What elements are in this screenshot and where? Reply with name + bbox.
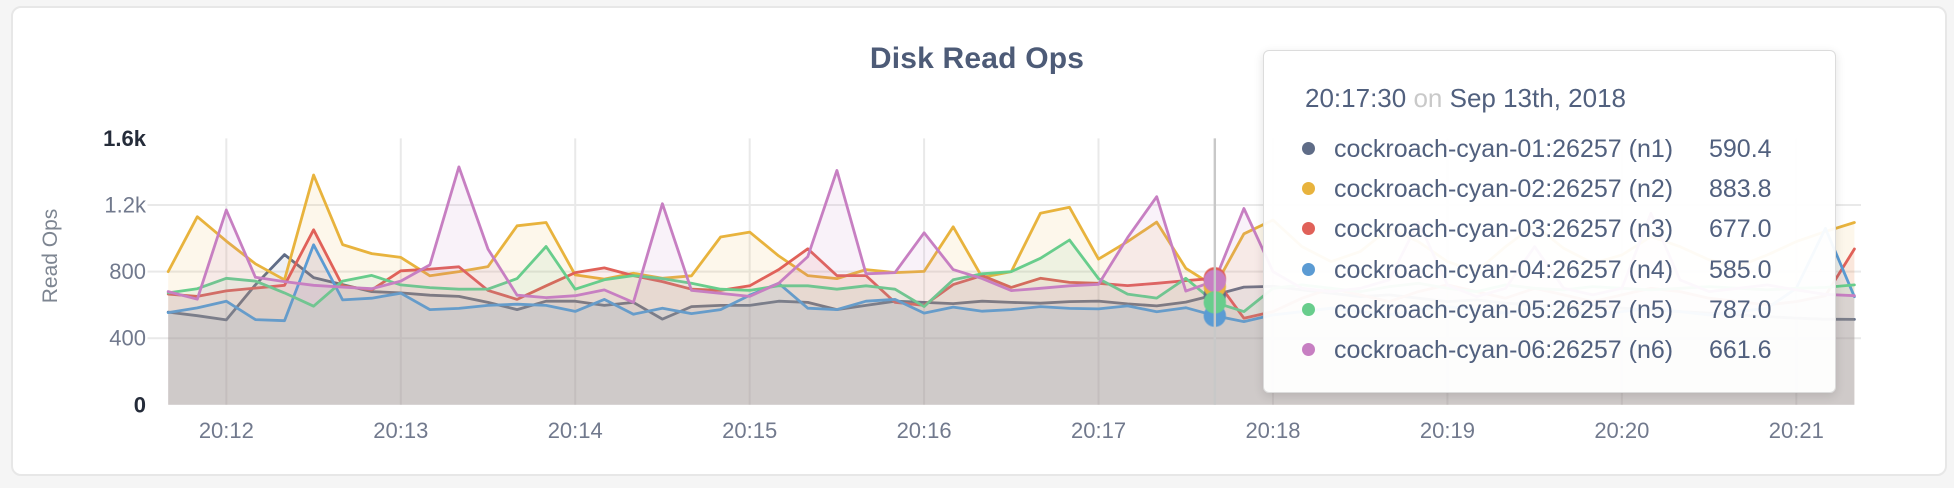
- y-axis-tick-0: 0: [134, 392, 146, 417]
- tooltip-series-value: 661.6: [1709, 336, 1772, 364]
- series-color-dot-icon: [1302, 142, 1315, 155]
- tooltip-row-n5: cockroach-cyan-05:26257 (n5) 787.0: [1264, 294, 1835, 324]
- series-color-dot-icon: [1302, 302, 1315, 316]
- y-axis-tick-1.2k: 1.2k: [104, 193, 147, 218]
- tooltip-row-n4: cockroach-cyan-04:26257 (n4) 585.0: [1264, 254, 1835, 284]
- y-axis-tick-400: 400: [109, 326, 146, 351]
- tooltip-row-n3: cockroach-cyan-03:26257 (n3) 677.0: [1264, 213, 1835, 243]
- hover-tooltip: 20:17:30 on Sep 13th, 2018 cockroach-cya…: [1263, 50, 1836, 393]
- tooltip-series-value: 585.0: [1709, 255, 1772, 284]
- tooltip-series-value: 787.0: [1709, 295, 1772, 324]
- chart-title: Disk Read Ops: [869, 42, 1085, 75]
- tooltip-date: Sep 13th, 2018: [1449, 83, 1626, 113]
- x-axis-tick-20:12: 20:12: [199, 418, 254, 443]
- tooltip-on-word: on: [1413, 83, 1443, 113]
- x-axis-tick-20:17: 20:17: [1071, 418, 1126, 443]
- tooltip-series-label: cockroach-cyan-03:26257 (n3): [1334, 215, 1674, 244]
- tooltip-row-n2: cockroach-cyan-02:26257 (n2) 883.8: [1264, 173, 1835, 203]
- tooltip-series-value: 590.4: [1709, 135, 1772, 163]
- x-axis-tick-20:16: 20:16: [897, 418, 952, 443]
- tooltip-series-label: cockroach-cyan-06:26257 (n6): [1334, 336, 1674, 364]
- series-color-dot-icon: [1302, 262, 1315, 276]
- tooltip-series-label: cockroach-cyan-02:26257 (n2): [1334, 175, 1674, 204]
- series-color-dot-icon: [1302, 343, 1315, 356]
- x-axis-tick-20:18: 20:18: [1245, 418, 1300, 443]
- y-axis-tick-1.6k: 1.6k: [103, 126, 147, 151]
- axis-labels: 0 400 800 1.2k 1.6k 20:12 20:13 20:14 20:15 20:16…: [39, 126, 1824, 443]
- tooltip-time: 20:17:30: [1305, 83, 1407, 113]
- tooltip-header: 20:17:30 on Sep 13th, 2018: [1305, 83, 1626, 114]
- series-color-dot-icon: [1302, 222, 1315, 236]
- tooltip-series-label: cockroach-cyan-05:26257 (n5): [1334, 295, 1674, 324]
- tooltip-series-label: cockroach-cyan-01:26257 (n1): [1334, 135, 1674, 163]
- tooltip-series-value: 883.8: [1709, 175, 1772, 204]
- series-color-dot-icon: [1302, 182, 1315, 196]
- x-axis-tick-20:13: 20:13: [373, 418, 428, 443]
- x-axis-tick-20:19: 20:19: [1420, 418, 1475, 443]
- y-axis-tick-800: 800: [109, 259, 146, 284]
- tooltip-series-value: 677.0: [1709, 215, 1772, 244]
- x-axis-tick-20:15: 20:15: [722, 418, 777, 443]
- tooltip-row-n6: cockroach-cyan-06:26257 (n6) 661.6: [1264, 334, 1835, 364]
- tooltip-series-label: cockroach-cyan-04:26257 (n4): [1334, 255, 1674, 284]
- x-axis-tick-20:20: 20:20: [1594, 418, 1649, 443]
- x-axis-tick-20:21: 20:21: [1769, 418, 1824, 443]
- x-axis-tick-20:14: 20:14: [548, 418, 603, 443]
- y-axis-title: Read Ops: [39, 209, 62, 304]
- tooltip-row-n1: cockroach-cyan-01:26257 (n1) 590.4: [1264, 133, 1835, 163]
